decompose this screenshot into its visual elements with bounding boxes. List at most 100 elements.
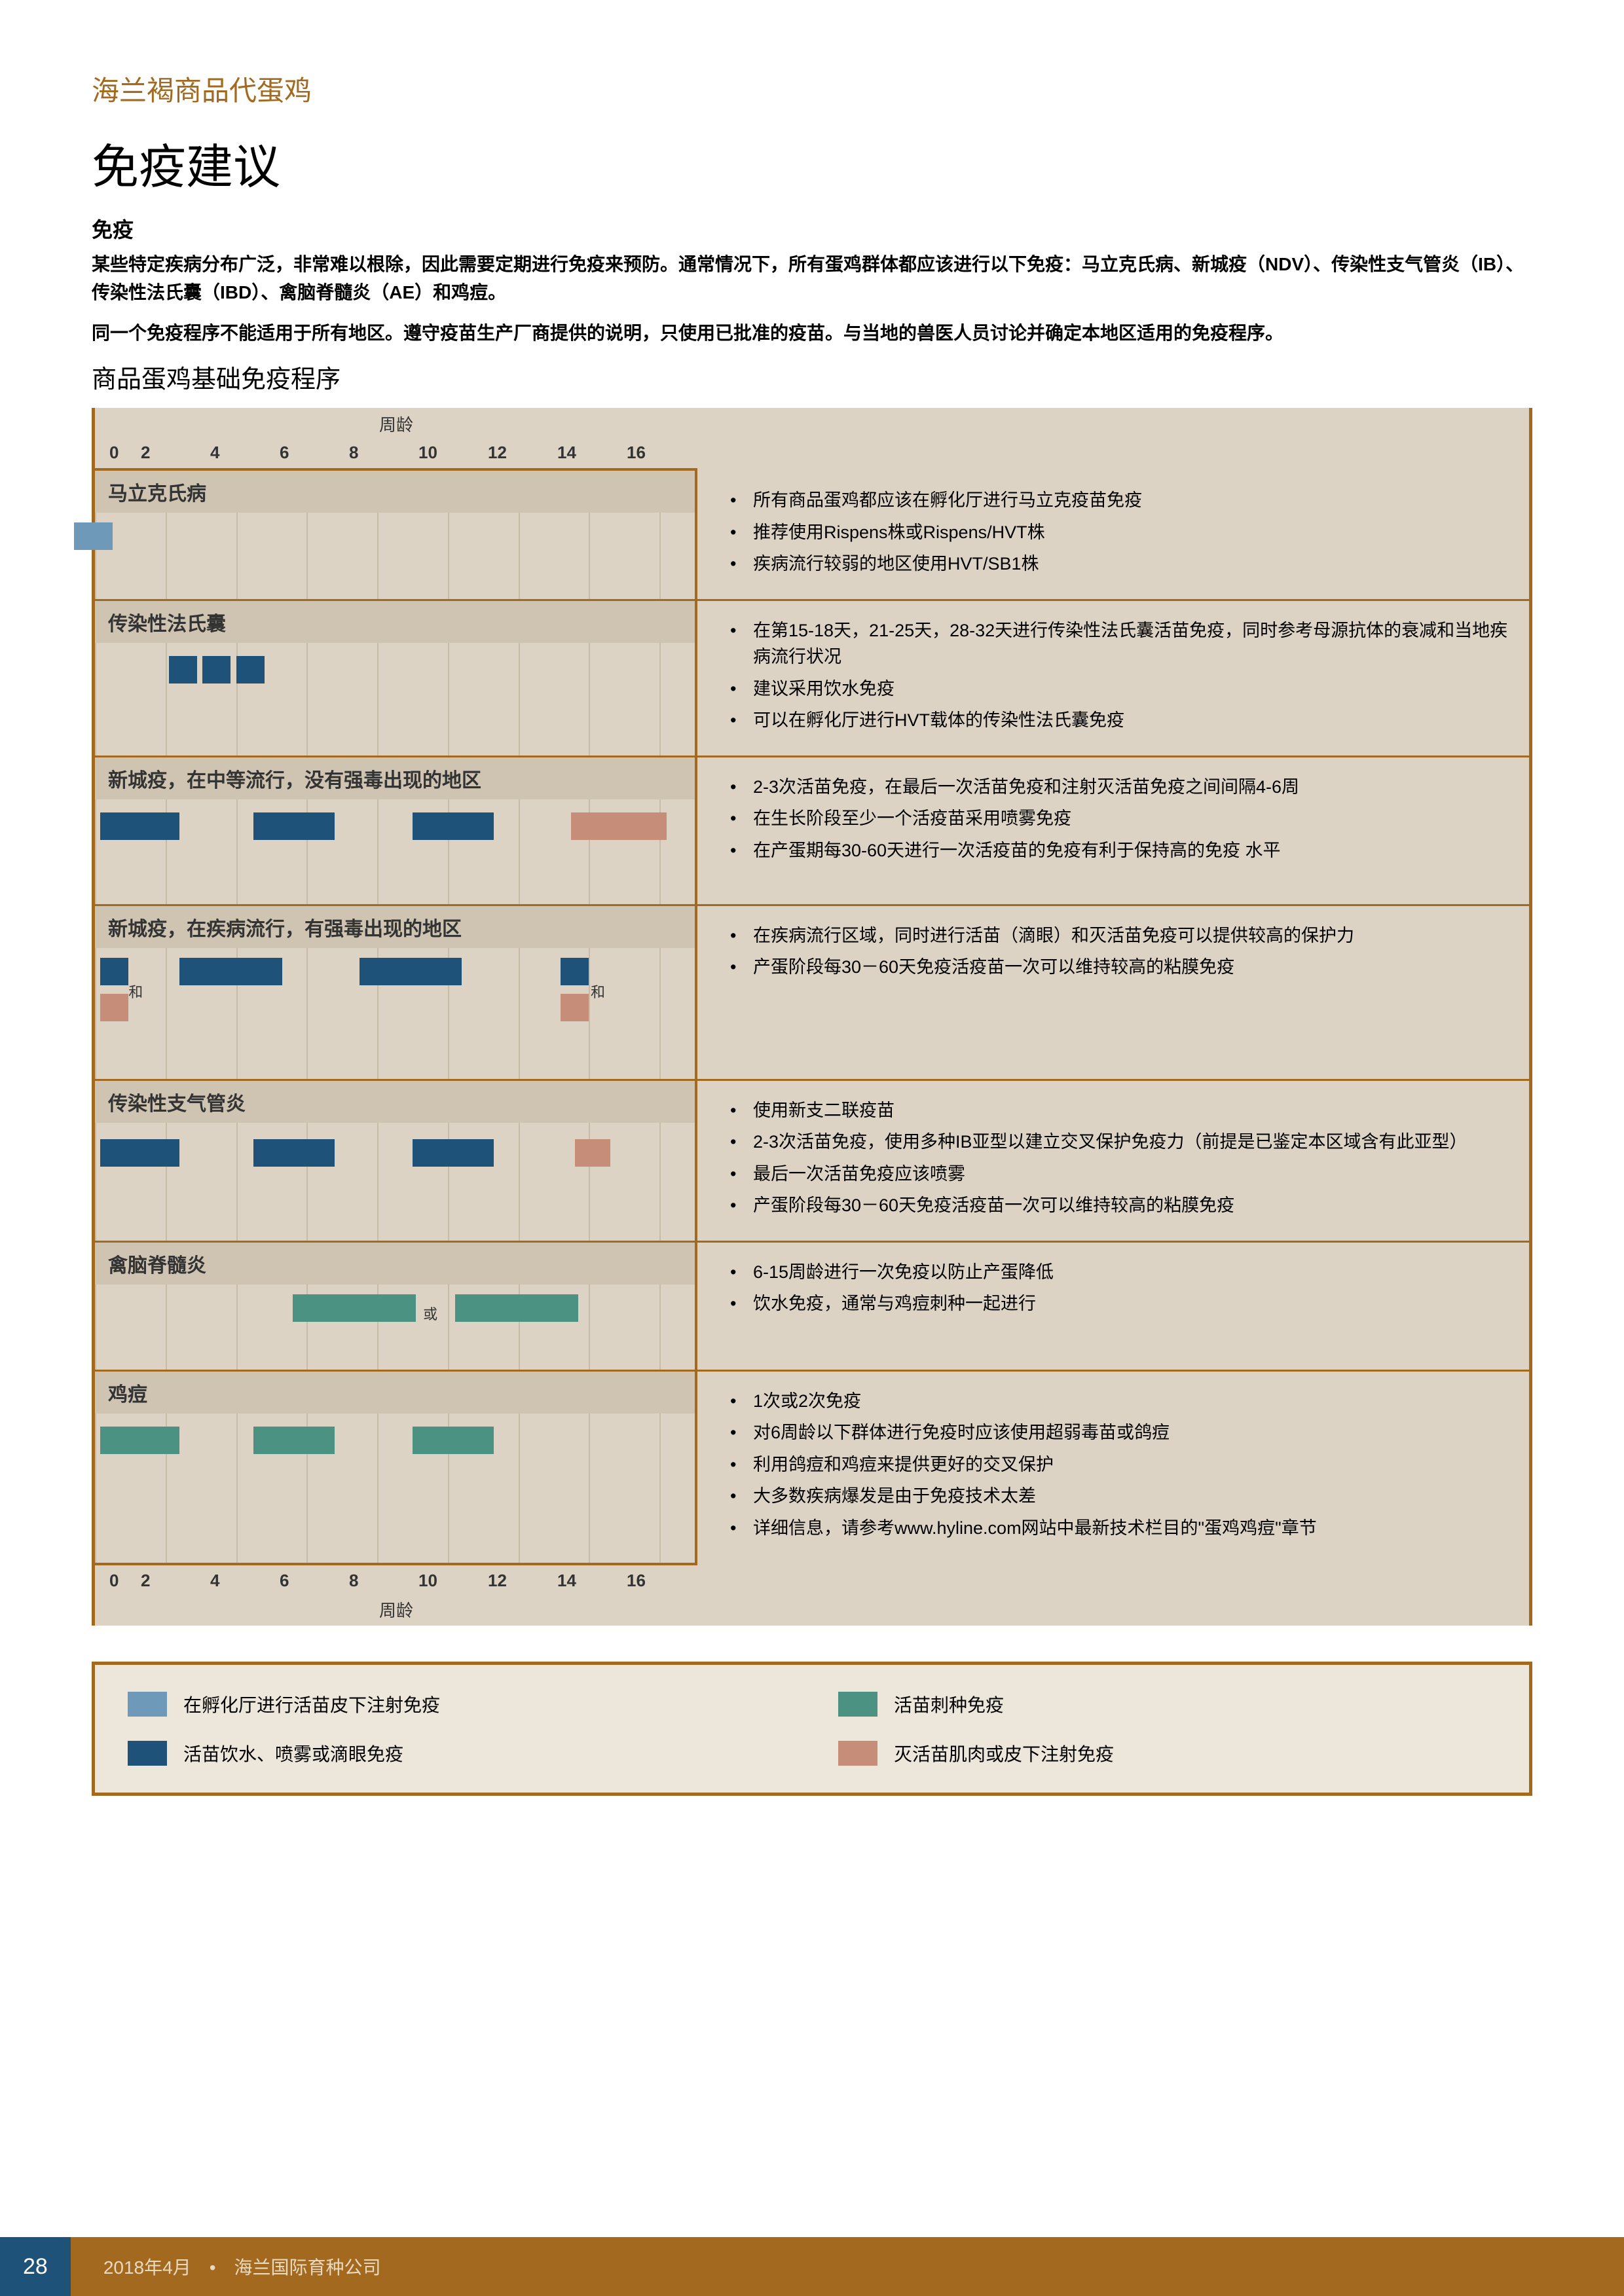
row-heading: 禽脑脊髓炎 (95, 1243, 695, 1285)
timeline-bar (575, 1139, 610, 1167)
bullet-item: 1次或2次免疫 (730, 1388, 1509, 1415)
row-heading: 鸡痘 (95, 1372, 695, 1413)
chart-row: 新城疫，在中等流行，没有强毒出现的地区 2-3次活苗免疫，在最后一次活苗免疫和注射… (95, 757, 1529, 906)
axis-label-top: 周龄 (95, 408, 697, 440)
bullet-item: 疾病流行较弱的地区使用HVT/SB1株 (730, 551, 1509, 577)
page-number: 28 (0, 2237, 71, 2296)
row-heading: 马立克氏病 (95, 471, 695, 513)
legend-label: 活苗刺种免疫 (894, 1691, 1004, 1717)
legend-item: 灭活苗肌肉或皮下注射免疫 (838, 1740, 1496, 1766)
brand-header: 海兰褐商品代蛋鸡 (92, 69, 1532, 109)
timeline-bar (100, 1139, 179, 1167)
legend-box: 在孵化厅进行活苗皮下注射免疫 活苗刺种免疫活苗饮水、喷雾或滴眼免疫 灭活苗肌肉或皮下… (92, 1662, 1532, 1796)
bullet-item: 在产蛋期每30-60天进行一次活疫苗的免疫有利于保持高的免疫 水平 (730, 837, 1509, 864)
bullet-item: 饮水免疫，通常与鸡痘刺种一起进行 (730, 1290, 1509, 1317)
axis-tick: 6 (280, 443, 349, 463)
bullet-item: 大多数疾病爆发是由于免疫技术太差 (730, 1483, 1509, 1510)
bullet-item: 2-3次活苗免疫，在最后一次活苗免疫和注射灭活苗免疫之间间隔4-6周 (730, 774, 1509, 801)
legend-label: 活苗饮水、喷雾或滴眼免疫 (183, 1740, 403, 1766)
timeline-bar (413, 812, 494, 840)
timeline-bar (253, 812, 335, 840)
timeline-bar (413, 1139, 494, 1167)
bullet-item: 产蛋阶段每30－60天免疫活疫苗一次可以维持较高的粘膜免疫 (730, 954, 1509, 981)
chart-row: 新城疫，在疾病流行，有强毒出现的地区和 和 在疾病流行区域，同时进行活苗（滴眼）和灭… (95, 906, 1529, 1081)
timeline-bar (202, 656, 231, 683)
legend-item: 活苗刺种免疫 (838, 1691, 1496, 1717)
bullet-item: 在疾病流行区域，同时进行活苗（滴眼）和灭活苗免疫可以提供较高的保护力 (730, 922, 1509, 949)
timeline-bar (253, 1139, 335, 1167)
axis-tick: 2 (141, 1571, 210, 1591)
bar-annotation: 或 (423, 1303, 437, 1324)
legend-label: 在孵化厅进行活苗皮下注射免疫 (183, 1691, 440, 1717)
axis-tick: 0 (95, 443, 141, 463)
axis-ticks-top: 0246810121416 (95, 440, 697, 471)
timeline-bar (100, 958, 128, 985)
timeline-bar (360, 958, 462, 985)
page-title: 免疫建议 (92, 128, 1532, 197)
bullet-item: 可以在孵化厅进行HVT载体的传染性法氏囊免疫 (730, 707, 1509, 734)
timeline-bar (100, 994, 128, 1021)
timeline-bar (253, 1427, 335, 1454)
timeline-bar (169, 656, 197, 683)
axis-label-bottom: 周龄 (95, 1594, 697, 1626)
axis-tick: 4 (210, 443, 280, 463)
axis-tick: 16 (627, 1571, 696, 1591)
timeline-bar (561, 958, 589, 985)
row-heading: 新城疫，在疾病流行，有强毒出现的地区 (95, 906, 695, 948)
chart-section-title: 商品蛋鸡基础免疫程序 (92, 359, 1532, 395)
bullet-item: 产蛋阶段每30－60天免疫活疫苗一次可以维持较高的粘膜免疫 (730, 1192, 1509, 1219)
axis-tick: 12 (488, 443, 557, 463)
legend-label: 灭活苗肌肉或皮下注射免疫 (894, 1740, 1114, 1766)
bullet-item: 对6周龄以下群体进行免疫时应该使用超弱毒苗或鸽痘 (730, 1419, 1509, 1446)
legend-item: 活苗饮水、喷雾或滴眼免疫 (128, 1740, 786, 1766)
timeline-bar (455, 1294, 579, 1322)
legend-swatch (838, 1692, 877, 1717)
page-footer: 28 2018年4月 • 海兰国际育种公司 (0, 2237, 1624, 2296)
axis-tick: 10 (418, 443, 488, 463)
timeline-bar (561, 994, 589, 1021)
axis-tick: 10 (418, 1571, 488, 1591)
bullet-item: 推荐使用Rispens株或Rispens/HVT株 (730, 519, 1509, 546)
body-paragraph: 同一个免疫程序不能适用于所有地区。遵守疫苗生产厂商提供的说明，只使用已批准的疫苗… (92, 319, 1532, 347)
bullet-item: 在生长阶段至少一个活疫苗采用喷雾免疫 (730, 805, 1509, 832)
row-heading: 传染性支气管炎 (95, 1081, 695, 1123)
timeline-bar (571, 812, 666, 840)
row-heading: 传染性法氏囊 (95, 601, 695, 643)
timeline-bar (236, 656, 265, 683)
bullet-item: 6-15周龄进行一次免疫以防止产蛋降低 (730, 1259, 1509, 1286)
timeline-bar (413, 1427, 494, 1454)
axis-tick: 14 (557, 443, 627, 463)
timeline-bar (100, 812, 179, 840)
axis-tick: 0 (95, 1571, 141, 1591)
legend-item: 在孵化厅进行活苗皮下注射免疫 (128, 1691, 786, 1717)
timeline-bar (74, 522, 113, 550)
legend-swatch (128, 1692, 167, 1717)
bullet-item: 利用鸽痘和鸡痘来提供更好的交叉保护 (730, 1451, 1509, 1478)
chart-row: 鸡痘 1次或2次免疫对6周龄以下群体进行免疫时应该使用超弱毒苗或鸽痘利用鸽痘和鸡痘… (95, 1372, 1529, 1563)
legend-swatch (128, 1741, 167, 1766)
chart-row: 马立克氏病 所有商品蛋鸡都应该在孵化厅进行马立克疫苗免疫推荐使用Rispens株或… (95, 471, 1529, 601)
chart-row: 传染性支气管炎使用新支二联疫苗2-3次活苗免疫，使用多种IB亚型以建立交叉保护免… (95, 1081, 1529, 1243)
chart-row: 禽脑脊髓炎或 6-15周龄进行一次免疫以防止产蛋降低饮水免疫，通常与鸡痘刺种一起进… (95, 1243, 1529, 1372)
vaccination-chart: 周龄 0246810121416 马立克氏病所有商品蛋鸡都应该在孵化厅进行马立克… (92, 408, 1532, 1626)
bullet-item: 所有商品蛋鸡都应该在孵化厅进行马立克疫苗免疫 (730, 487, 1509, 514)
bar-annotation: 和 (591, 981, 605, 1002)
bar-annotation: 和 (128, 981, 143, 1002)
axis-tick: 2 (141, 443, 210, 463)
axis-tick: 16 (627, 443, 696, 463)
footer-text: 2018年4月 • 海兰国际育种公司 (71, 2253, 381, 2280)
bullet-item: 建议采用饮水免疫 (730, 676, 1509, 702)
bullet-item: 详细信息，请参考www.hyline.com网站中最新技术栏目的"蛋鸡鸡痘"章节 (730, 1515, 1509, 1542)
timeline-bar (293, 1294, 416, 1322)
axis-ticks-bottom: 0246810121416 (95, 1563, 697, 1594)
axis-tick: 6 (280, 1571, 349, 1591)
bullet-item: 使用新支二联疫苗 (730, 1097, 1509, 1124)
body-paragraph: 某些特定疾病分布广泛，非常难以根除，因此需要定期进行免疫来预防。通常情况下，所有… (92, 250, 1532, 307)
section-subtitle: 免疫 (92, 213, 1532, 244)
axis-tick: 4 (210, 1571, 280, 1591)
bullet-item: 最后一次活苗免疫应该喷雾 (730, 1161, 1509, 1188)
chart-row: 传染性法氏囊在第15-18天，21-25天，28-32天进行传染性法氏囊活苗免疫… (95, 601, 1529, 757)
axis-tick: 8 (349, 1571, 418, 1591)
legend-swatch (838, 1741, 877, 1766)
row-heading: 新城疫，在中等流行，没有强毒出现的地区 (95, 757, 695, 799)
